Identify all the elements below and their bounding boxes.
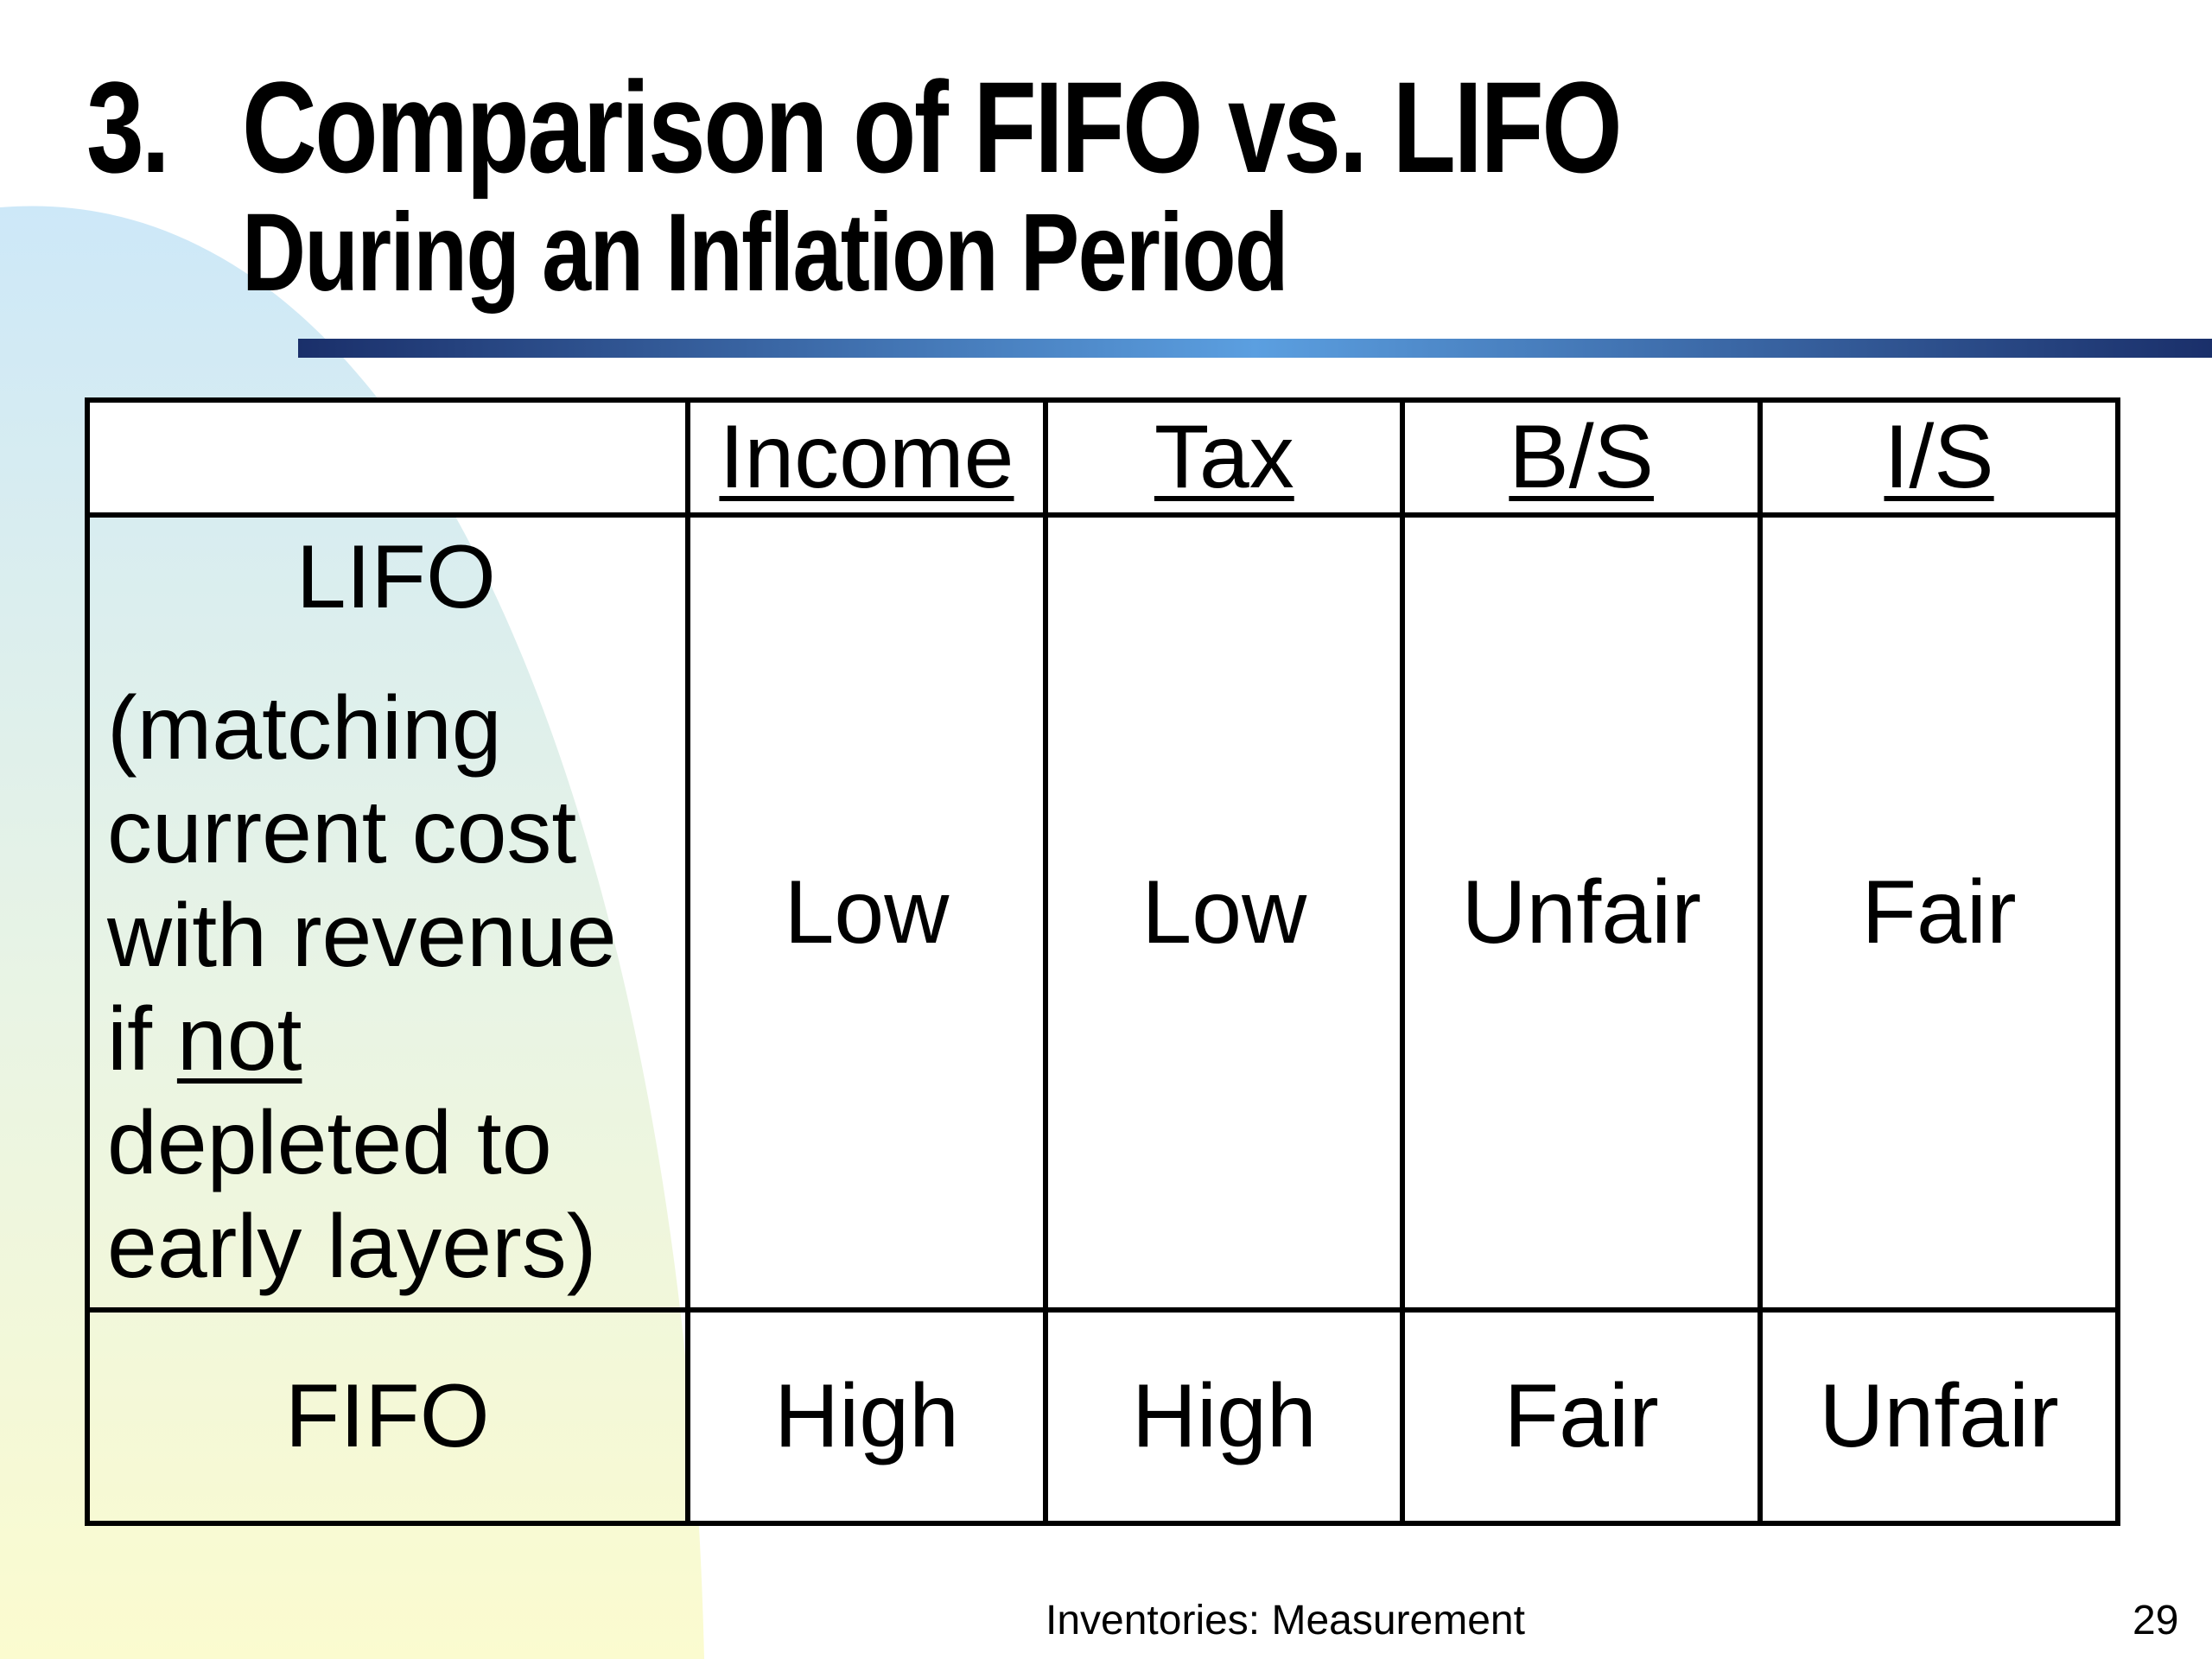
cell-lifo-tax: Low	[1043, 512, 1406, 1313]
cell-fifo-tax: High	[1043, 1307, 1406, 1526]
row-header-lifo: LIFO (matching current cost with revenue…	[85, 512, 690, 1313]
slide-number-prefix: 3.	[86, 54, 170, 200]
footer-text: Inventories: Measurement	[1046, 1598, 1525, 1643]
cell-value: Low	[1141, 861, 1307, 963]
column-header-label: Income	[719, 407, 1014, 507]
cell-fifo-is: Unfair	[1758, 1307, 2120, 1526]
cell-lifo-bs: Unfair	[1400, 512, 1764, 1313]
column-header-tax: Tax	[1043, 397, 1406, 518]
row-name-fifo: FIFO	[284, 1366, 490, 1466]
title-underline-rule	[298, 339, 2212, 358]
lifo-note-line: depleted to	[107, 1093, 552, 1193]
table-row-lifo: LIFO (matching current cost with revenue…	[85, 512, 2120, 1313]
cell-lifo-income: Low	[684, 512, 1049, 1313]
cell-value: High	[774, 1366, 959, 1466]
lifo-note-line: with revenue	[107, 886, 617, 986]
cell-fifo-income: High	[684, 1307, 1049, 1526]
lifo-note-line: (matching	[107, 678, 502, 779]
lifo-note-not: not	[176, 989, 302, 1090]
cell-value: Unfair	[1819, 1366, 2059, 1466]
lifo-note-if: if	[107, 989, 177, 1090]
cell-value: Fair	[1861, 861, 2017, 963]
table-header-row: Income Tax B/S I/S	[85, 397, 2120, 518]
column-header-is: I/S	[1758, 397, 2120, 518]
table-corner-cell	[85, 397, 690, 518]
table-row-fifo: FIFO High High Fair Unfair	[85, 1307, 2120, 1526]
slide-title: Comparison of FIFO vs. LIFO	[242, 54, 1623, 200]
comparison-table: Income Tax B/S I/S LIFO (matching curren…	[85, 397, 2120, 1526]
cell-value: Unfair	[1461, 861, 1701, 963]
lifo-note: (matching current cost with revenue if n…	[107, 677, 685, 1299]
column-header-label: B/S	[1509, 407, 1654, 507]
cell-lifo-is: Fair	[1758, 512, 2120, 1313]
row-name-lifo: LIFO	[296, 527, 496, 627]
column-header-income: Income	[684, 397, 1049, 518]
cell-value: High	[1131, 1366, 1317, 1466]
lifo-note-line-if-not: if not	[107, 988, 685, 1091]
column-header-label: Tax	[1154, 407, 1294, 507]
lifo-note-line: early layers)	[107, 1197, 597, 1297]
column-header-bs: B/S	[1400, 397, 1764, 518]
lifo-note-line: current cost	[107, 782, 577, 882]
cell-value: Low	[784, 861, 950, 963]
column-header-label: I/S	[1884, 407, 1994, 507]
cell-value: Fair	[1503, 1366, 1659, 1466]
slide-subtitle: During an Inflation Period	[242, 191, 1289, 315]
row-header-fifo: FIFO	[85, 1307, 690, 1526]
page-number: 29	[2133, 1598, 2179, 1643]
cell-fifo-bs: Fair	[1400, 1307, 1764, 1526]
